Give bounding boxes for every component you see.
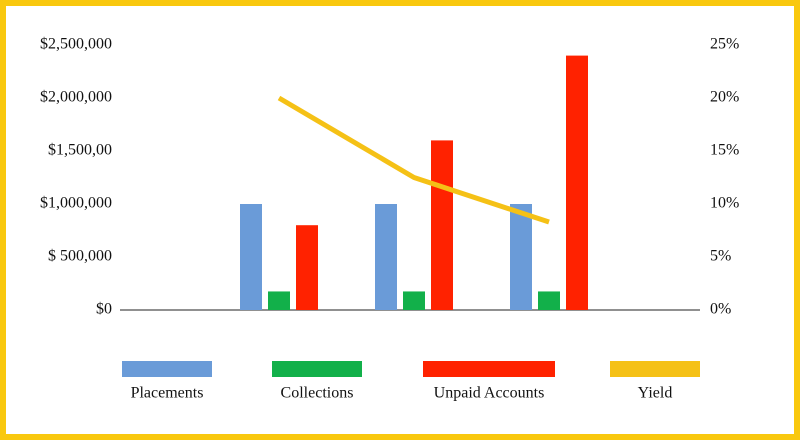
bar (538, 291, 560, 310)
y-tick-label: $0 (96, 301, 112, 318)
y2-tick-label: 25% (710, 36, 739, 53)
y2-tick-label: 5% (710, 248, 731, 265)
bar (431, 140, 453, 310)
bar (240, 204, 262, 310)
legend-label: Yield (638, 385, 673, 402)
legend-swatch (423, 361, 555, 377)
legend-swatch (272, 361, 362, 377)
legend-label: Unpaid Accounts (434, 385, 545, 402)
bar (375, 204, 397, 310)
legend-swatch (122, 361, 212, 377)
y-tick-label: $1,000,000 (40, 195, 112, 212)
y-tick-label: $1,500,00 (48, 142, 112, 159)
bar (510, 204, 532, 310)
y-tick-label: $2,000,000 (40, 89, 112, 106)
line-series (277, 95, 550, 225)
y-tick-label: $2,500,000 (40, 36, 112, 53)
y2-tick-label: 20% (710, 89, 739, 106)
legend-label: Placements (131, 385, 204, 402)
legend-swatch (610, 361, 700, 377)
bar (403, 291, 425, 310)
bar (296, 225, 318, 310)
bar (566, 55, 588, 310)
legend-label: Collections (281, 385, 354, 402)
y2-tick-label: 10% (710, 195, 739, 212)
y2-tick-label: 15% (710, 142, 739, 159)
y2-tick-label: 0% (710, 301, 731, 318)
y-tick-label: $ 500,000 (48, 248, 112, 265)
bar (268, 291, 290, 310)
